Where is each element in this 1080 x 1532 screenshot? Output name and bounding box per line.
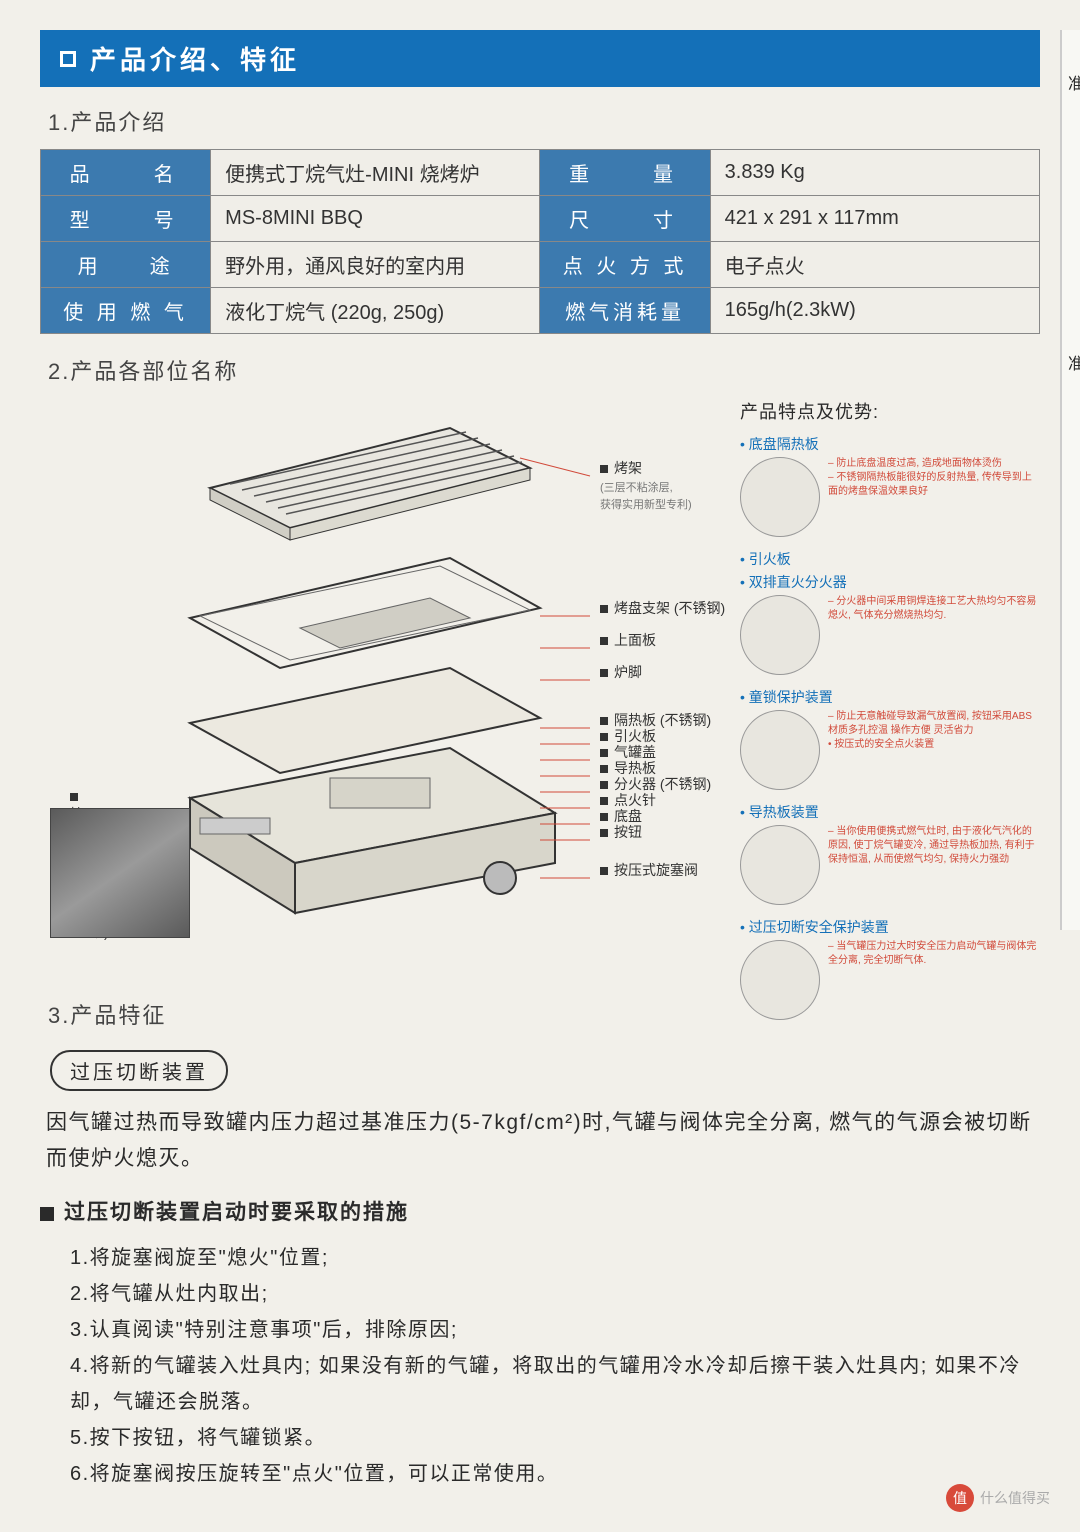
- advantage-heading: • 双排直火分火器: [740, 572, 1040, 592]
- advantage-detail-circle: [740, 940, 820, 1020]
- part-top-panel: 上面板: [600, 630, 656, 650]
- page-right-edge: 准 准: [1060, 30, 1080, 930]
- advantage-detail-circle: [740, 710, 820, 790]
- step-item: 3.认真阅读"特别注意事项"后，排除原因;: [70, 1312, 1040, 1348]
- section3-subheading: 过压切断装置启动时要采取的措施: [40, 1196, 1040, 1226]
- spec-val: 165g/h(2.3kW): [710, 288, 1039, 334]
- step-item: 4.将新的气罐装入灶具内; 如果没有新的气罐，将取出的气罐用冷水冷却后擦干装入灶…: [70, 1348, 1040, 1420]
- watermark-icon: 值: [946, 1484, 974, 1512]
- spec-key: 用 途: [41, 242, 211, 288]
- section1-title: 1.产品介绍: [48, 105, 1040, 137]
- spec-key: 型 号: [41, 196, 211, 242]
- exploded-diagram-svg: [120, 418, 600, 918]
- section3-body: 因气罐过热而导致罐内压力超过基准压力(5-7kgf/cm²)时,气罐与阀体完全分…: [40, 1105, 1040, 1176]
- advantage-item: • 童锁保护装置 – 防止无意触碰导致漏气放置阀, 按钮采用ABS材质多孔控温 操…: [740, 687, 1040, 790]
- step-item: 6.将旋塞阀按压旋转至"点火"位置，可以正常使用。: [70, 1456, 1040, 1492]
- spec-row: 型 号MS-8MINI BBQ尺 寸421 x 291 x 117mm: [41, 196, 1040, 242]
- advantage-item: • 引火板 • 双排直火分火器 – 分火器中间采用铜焊连接工艺大热均匀不容易熄火, …: [740, 549, 1040, 675]
- advantages-title: 产品特点及优势:: [740, 398, 1040, 424]
- spec-val: 电子点火: [710, 242, 1039, 288]
- advantage-detail-circle: [740, 595, 820, 675]
- feature-pill: 过压切断装置: [50, 1050, 228, 1091]
- advantage-heading: • 引火板: [740, 549, 1040, 569]
- step-item: 2.将气罐从灶内取出;: [70, 1276, 1040, 1312]
- part-button: 按钮: [600, 822, 642, 842]
- advantage-item: • 底盘隔热板 – 防止底盘温度过高, 造成地面物体烫伤– 不锈钢隔热板能很好的反…: [740, 434, 1040, 537]
- section2-title: 2.产品各部位名称: [48, 354, 1040, 386]
- spec-val: MS-8MINI BBQ: [211, 196, 540, 242]
- advantage-heading: • 童锁保护装置: [740, 687, 1040, 707]
- advantage-heading: • 底盘隔热板: [740, 434, 1040, 454]
- advantage-item: • 过压切断安全保护装置 – 当气罐压力过大时安全压力启动气罐与阀体完全分离, 完…: [740, 917, 1040, 1020]
- advantage-item: • 导热板装置 – 当你使用便携式燃气灶时, 由于液化气汽化的原因, 使丁烷气罐变…: [740, 802, 1040, 905]
- subheading-square-icon: [40, 1207, 54, 1221]
- spec-key: 点 火 方 式: [540, 242, 710, 288]
- advantage-text: – 防止无意触碰导致漏气放置阀, 按钮采用ABS材质多孔控温 操作方便 灵活省力…: [828, 710, 1040, 752]
- step-item: 5.按下按钮，将气罐锁紧。: [70, 1420, 1040, 1456]
- part-grill: 烤架 (三层不粘涂层, 获得实用新型专利): [600, 458, 692, 512]
- spec-val: 421 x 291 x 117mm: [710, 196, 1039, 242]
- advantage-detail-circle: [740, 825, 820, 905]
- spec-val: 3.839 Kg: [710, 150, 1039, 196]
- advantage-text: – 当气罐压力过大时安全压力启动气罐与阀体完全分离, 完全切断气体.: [828, 940, 1040, 968]
- watermark: 值 什么值得买: [946, 1484, 1050, 1512]
- spec-row: 使 用 燃 气液化丁烷气 (220g, 250g)燃气消耗量165g/h(2.3…: [41, 288, 1040, 334]
- spec-key: 尺 寸: [540, 196, 710, 242]
- advantage-text: – 分火器中间采用铜焊连接工艺大热均匀不容易熄火, 气体充分燃烧热均匀.: [828, 595, 1040, 623]
- advantages-column: 产品特点及优势: • 底盘隔热板 – 防止底盘温度过高, 造成地面物体烫伤– 不锈…: [740, 398, 1040, 1032]
- advantage-detail-circle: [740, 457, 820, 537]
- spec-table: 品 名便携式丁烷气灶-MINI 烧烤炉重 量3.839 Kg型 号MS-8MIN…: [40, 149, 1040, 334]
- spec-key: 重 量: [540, 150, 710, 196]
- section-header-bar: 产品介绍、特征: [40, 30, 1040, 87]
- advantage-heading: • 导热板装置: [740, 802, 1040, 822]
- advantage-heading: • 过压切断安全保护装置: [740, 917, 1040, 937]
- advantage-text: – 当你使用便携式燃气灶时, 由于液化气汽化的原因, 使丁烷气罐变冷, 通过导热…: [828, 825, 1040, 867]
- spec-key: 燃气消耗量: [540, 288, 710, 334]
- part-leg: 炉脚: [600, 662, 642, 682]
- part-tray-support: 烤盘支架 (不锈钢): [600, 598, 725, 618]
- spec-val: 便携式丁烷气灶-MINI 烧烤炉: [211, 150, 540, 196]
- spec-val: 野外用，通风良好的室内用: [211, 242, 540, 288]
- spec-val: 液化丁烷气 (220g, 250g): [211, 288, 540, 334]
- spec-row: 品 名便携式丁烷气灶-MINI 烧烤炉重 量3.839 Kg: [41, 150, 1040, 196]
- diagram-zone: 烤架 (三层不粘涂层, 获得实用新型专利) 烤盘支架 (不锈钢) 上面板 炉脚 …: [40, 398, 1040, 978]
- step-item: 1.将旋塞阀旋至"熄火"位置;: [70, 1240, 1040, 1276]
- header-title: 产品介绍、特征: [90, 40, 300, 77]
- spec-key: 使 用 燃 气: [41, 288, 211, 334]
- edge-text-1: 准: [1068, 70, 1080, 94]
- steps-list: 1.将旋塞阀旋至"熄火"位置;2.将气罐从灶内取出;3.认真阅读"特别注意事项"…: [40, 1240, 1040, 1492]
- part-valve: 按压式旋塞阀: [600, 860, 698, 880]
- edge-text-2: 准: [1068, 350, 1080, 374]
- advantage-text: – 防止底盘温度过高, 造成地面物体烫伤– 不锈钢隔热板能很好的反射热量, 传传…: [828, 457, 1040, 499]
- watermark-text: 什么值得买: [980, 1488, 1050, 1508]
- spec-key: 品 名: [41, 150, 211, 196]
- spec-row: 用 途野外用，通风良好的室内用点 火 方 式电子点火: [41, 242, 1040, 288]
- oil-tray-photo: [50, 808, 190, 938]
- header-square-icon: [60, 51, 76, 67]
